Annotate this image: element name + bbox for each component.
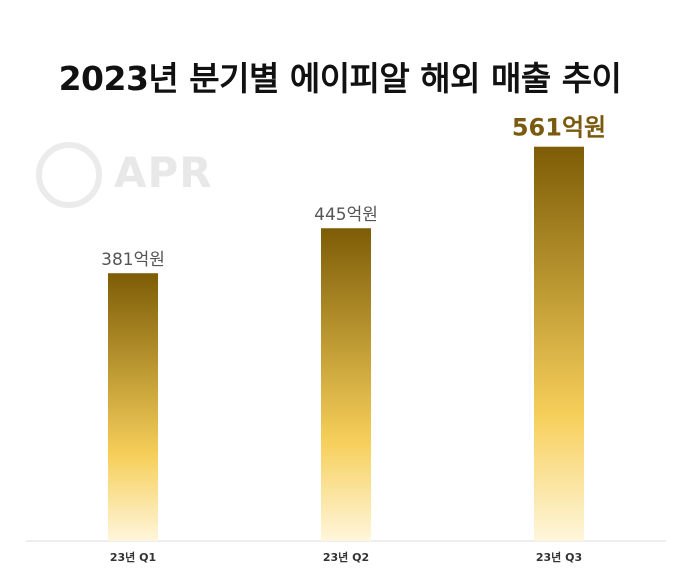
value-label-3: 561억원 [512,114,606,142]
watermark-text: APR [114,148,213,197]
value-label-1: 381억원 [101,250,165,270]
chart-title: 2023년 분기별 에이피알 해외 매출 추이 [58,59,622,98]
bar-2 [321,228,371,541]
ring-logo-icon [36,142,102,208]
x-tick-label-3: 23년 Q3 [536,550,582,564]
x-tick-label-2: 23년 Q2 [323,550,369,564]
apr-watermark: APR [36,142,236,208]
value-label-2: 445억원 [314,205,378,225]
x-tick-label-1: 23년 Q1 [110,550,156,564]
bars-group: 381억원 23년 Q1 445억원 23년 Q2 561억원 23년 Q3 [101,114,606,564]
bar-1 [108,273,158,541]
bar-3 [534,146,584,542]
